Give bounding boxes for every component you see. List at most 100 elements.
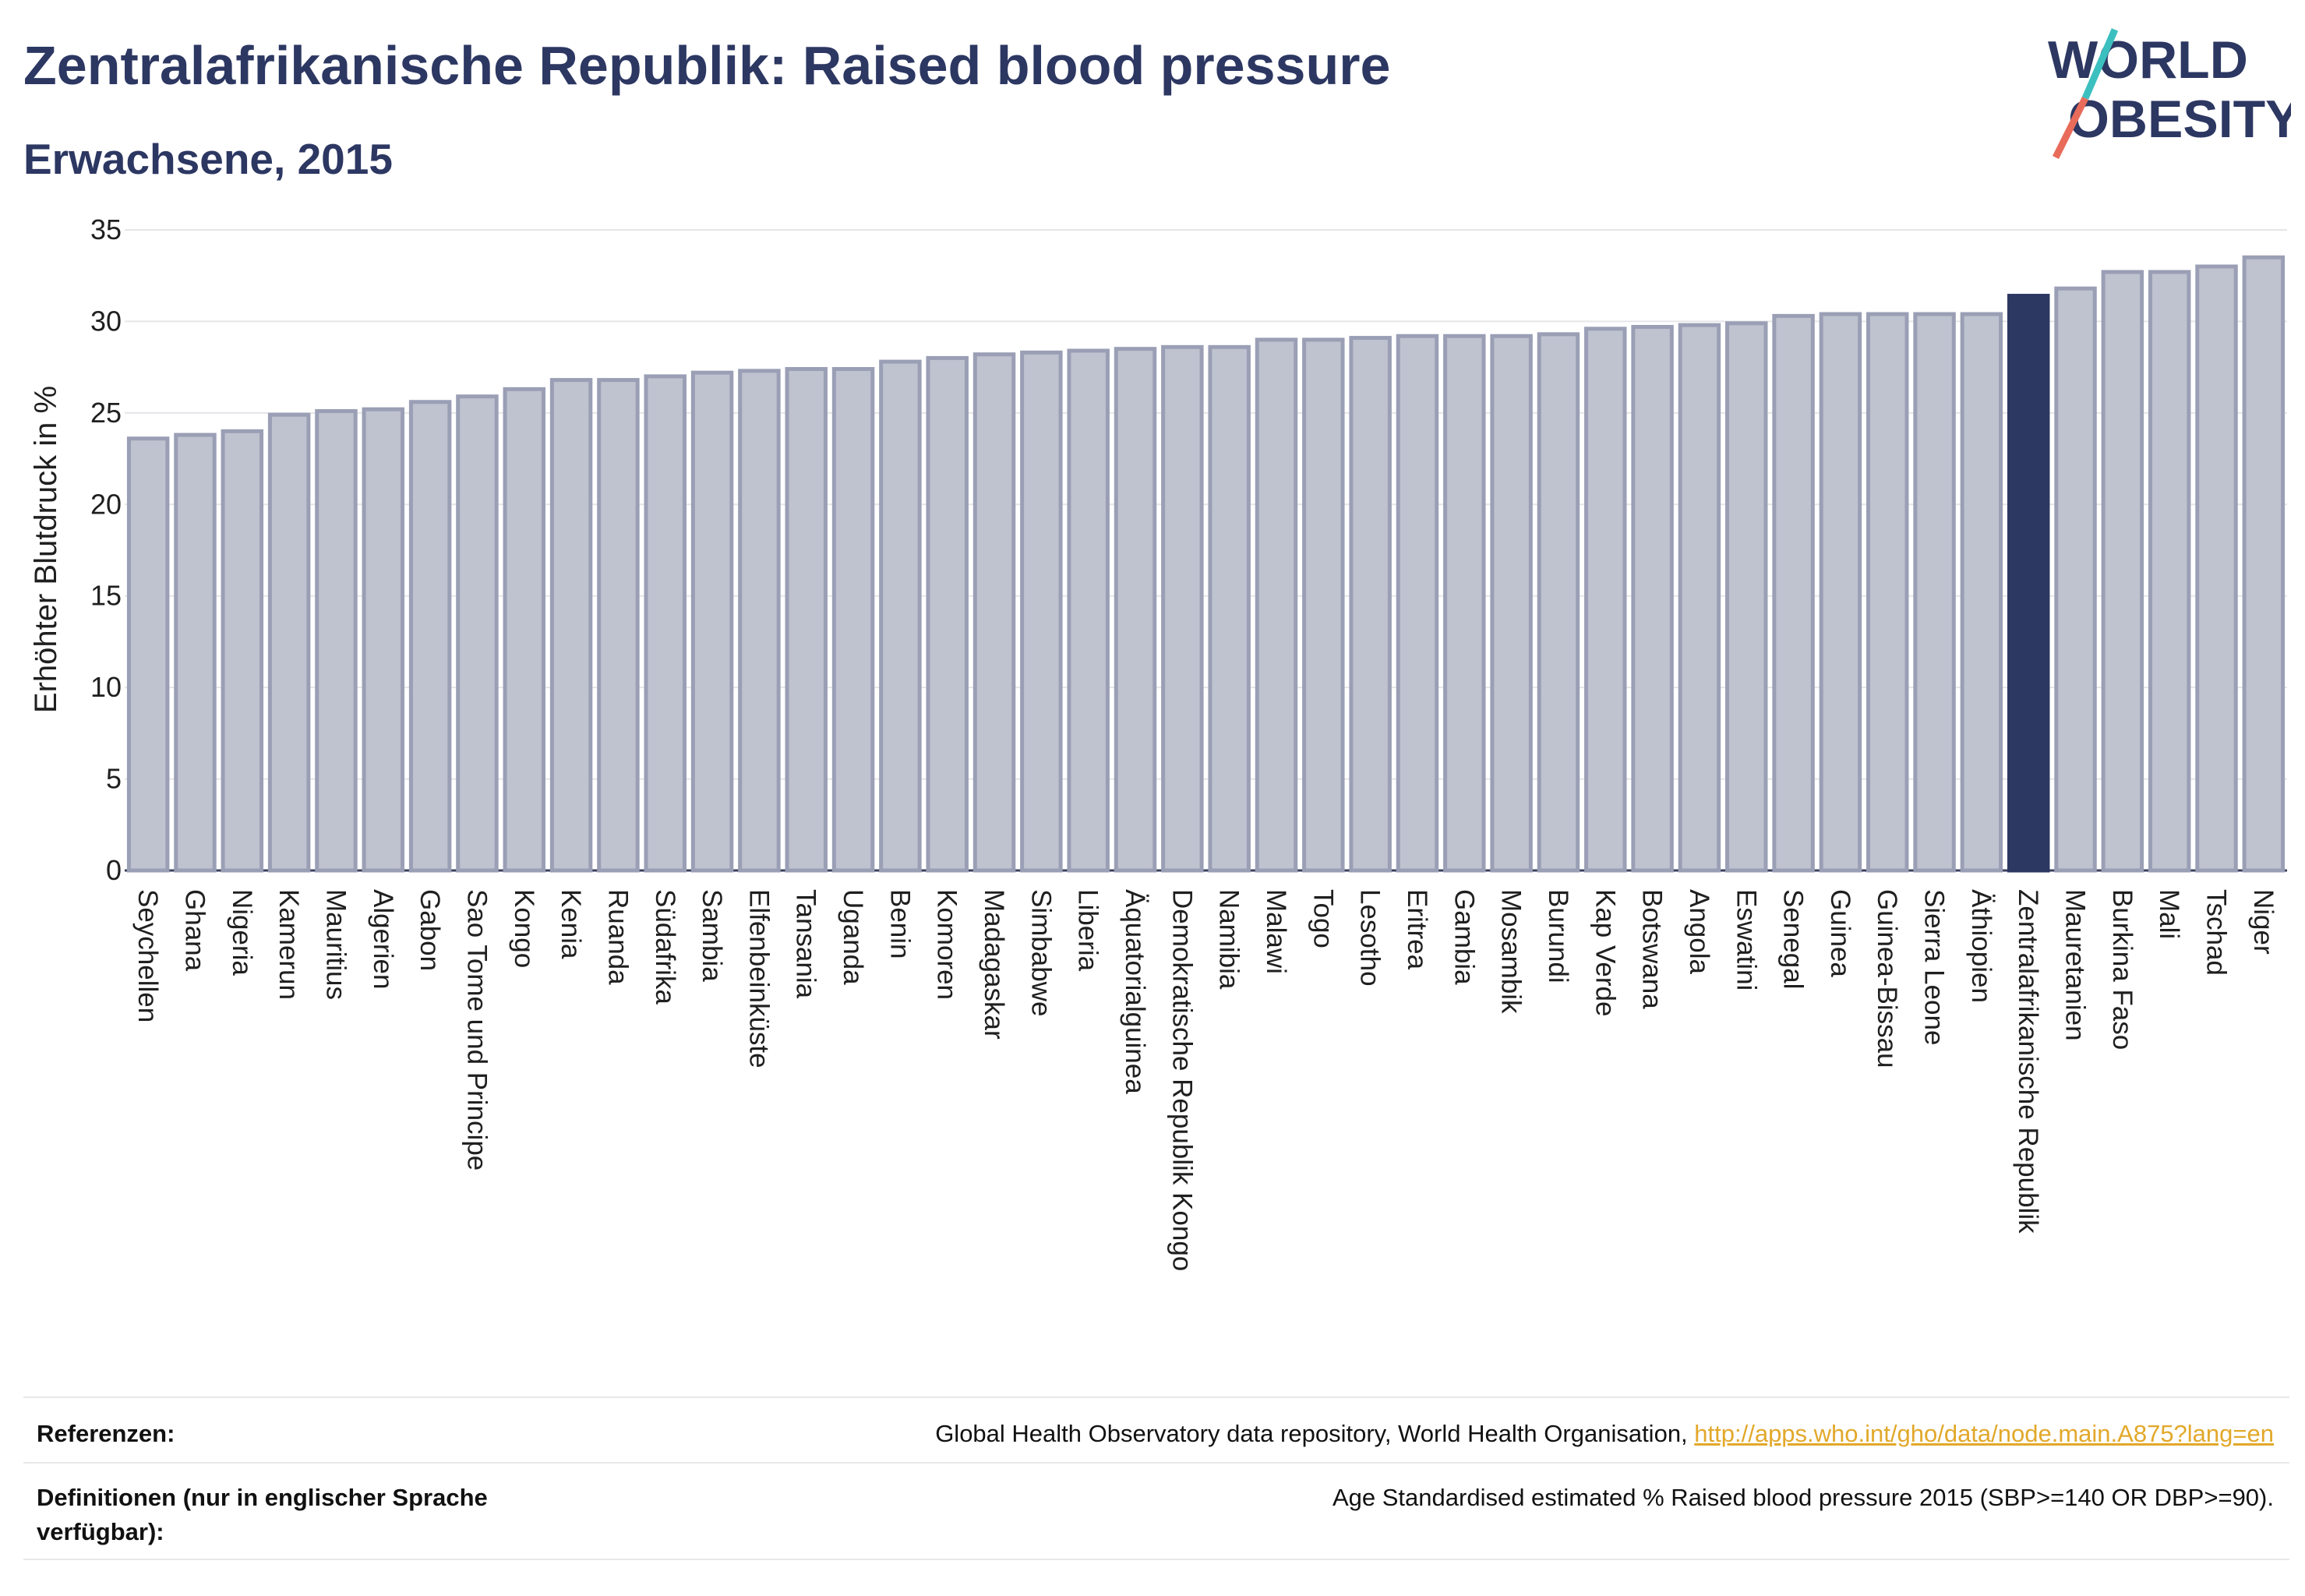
bar	[221, 429, 264, 873]
x-tick-label: Uganda	[838, 889, 868, 985]
footer-divider-middle	[23, 1462, 2289, 1464]
x-tick-label: Kenia	[556, 889, 586, 959]
bar	[1443, 334, 1486, 873]
x-tick-label: Äthiopien	[1966, 889, 1996, 1003]
y-tick-label: 30	[90, 305, 122, 337]
bar-chart: 0 5 10 15 20 25 30 35 Seychellen Ghana Nigeria Kam…	[29, 214, 2287, 1271]
bar	[362, 407, 405, 873]
definitions-label: Definitionen (nur in englischer Sprache …	[37, 1481, 488, 1549]
bar	[549, 378, 593, 873]
x-tick-label: Sambia	[697, 889, 727, 982]
logo-slash-red	[2052, 96, 2089, 160]
x-tick-label: Simbabwe	[1025, 889, 1056, 1016]
x-tick-label: Demokratische Republik Kongo	[1167, 889, 1197, 1271]
definitions-label-line2: verfügbar):	[37, 1518, 164, 1545]
x-tick-label: Eswatini	[1731, 889, 1761, 990]
x-tick-label: Seychellen	[132, 889, 163, 1022]
bar	[1490, 334, 1533, 873]
x-tick-label: Togo	[1308, 889, 1338, 948]
bar	[1020, 350, 1063, 873]
x-tick-label: Tansania	[791, 889, 821, 999]
x-tick-label: Guinea-Bissau	[1872, 889, 1902, 1068]
x-tick-label: Tschad	[2201, 889, 2232, 976]
x-tick-label: Mosambik	[1496, 889, 1527, 1014]
bar-highlighted	[2007, 294, 2050, 873]
bar	[597, 378, 640, 873]
x-tick-label: Ghana	[179, 889, 210, 972]
chart-title: Zentralafrikanische Republik: Raised blo…	[23, 35, 1391, 96]
x-tick-label: Eritrea	[1402, 889, 1432, 970]
x-tick-label: Kongo	[509, 889, 539, 968]
x-tick-label: Niger	[2248, 889, 2279, 955]
bar	[503, 387, 546, 873]
bar	[1584, 327, 1627, 873]
x-tick-label: Namibia	[1214, 889, 1244, 990]
references-text: Global Health Observatory data repositor…	[935, 1420, 1695, 1447]
y-tick-label: 20	[90, 488, 122, 520]
logo-line2: OBESITY	[2068, 90, 2291, 149]
y-axis-label: Erhöhter Blutdruck in %	[29, 386, 63, 713]
bar	[2101, 270, 2144, 873]
y-tick-label: 5	[106, 763, 122, 795]
bar	[1537, 332, 1580, 873]
y-tick-labels: 0 5 10 15 20 25 30 35	[90, 214, 122, 886]
x-tick-label: Botswana	[1637, 889, 1668, 1009]
x-tick-label: Sierra Leone	[1919, 889, 1950, 1045]
x-tick-label: Lesotho	[1355, 889, 1385, 987]
bar	[690, 370, 734, 873]
footer-divider-bottom	[23, 1559, 2289, 1560]
bar	[1725, 321, 1768, 873]
bars	[126, 255, 2286, 873]
bar	[926, 355, 969, 873]
logo-line1: WORLD	[2048, 30, 2248, 90]
bar	[738, 369, 781, 873]
bar	[1772, 313, 1815, 873]
bar	[126, 436, 170, 873]
y-tick-label: 0	[106, 854, 122, 886]
x-tick-label: Malawi	[1261, 889, 1291, 974]
bar	[972, 352, 1016, 873]
bar	[315, 409, 358, 873]
x-tick-label: Komoren	[932, 889, 962, 1000]
definitions-label-line1: Definitionen (nur in englischer Sprache	[37, 1484, 488, 1511]
x-tick-label: Gabon	[415, 889, 445, 971]
bar	[1913, 312, 1956, 873]
world-obesity-logo: WORLD OBESITY	[2048, 28, 2291, 160]
bar	[2148, 270, 2191, 873]
x-tick-label: Senegal	[1778, 889, 1809, 989]
bar	[1819, 312, 1862, 873]
x-tick-label: Südafrika	[650, 889, 680, 1005]
references-link[interactable]: http://apps.who.int/gho/data/node.main.A…	[1694, 1420, 2274, 1447]
bar	[1208, 344, 1251, 873]
x-tick-label: Mauretanien	[2060, 889, 2091, 1041]
bar	[1631, 324, 1674, 873]
x-tick-label: Mali	[2154, 889, 2184, 939]
logo-slash-teal	[2081, 28, 2119, 100]
bar	[2242, 255, 2286, 873]
y-tick-label: 25	[90, 397, 122, 429]
x-tick-label: Zentralafrikanische Republik	[2013, 889, 2043, 1234]
bar	[1866, 312, 1909, 873]
x-tick-label: Kap Verde	[1590, 889, 1620, 1016]
bar	[1302, 337, 1345, 873]
bar	[1678, 323, 1721, 873]
bar	[1396, 334, 1439, 873]
y-tick-label: 10	[90, 671, 122, 703]
x-tick-label: Sao Tome und Principe	[461, 889, 492, 1171]
x-tick-label: Gambia	[1449, 889, 1479, 985]
x-tick-label: Elfenbeinküste	[743, 889, 774, 1068]
footer-divider-top	[23, 1396, 2289, 1398]
x-tick-labels: Seychellen Ghana Nigeria Kamerun Mauritius Al…	[132, 889, 2279, 1271]
x-tick-label: Ruanda	[602, 889, 633, 985]
references-value: Global Health Observatory data repositor…	[935, 1420, 2274, 1448]
bar	[456, 394, 499, 873]
definitions-value: Age Standardised estimated % Raised bloo…	[1332, 1484, 2274, 1511]
x-tick-label: Algerien	[368, 889, 398, 989]
x-tick-label: Kamerun	[274, 889, 304, 1000]
bar	[879, 359, 922, 873]
bar	[2054, 286, 2097, 873]
x-tick-label: Burkina Faso	[2107, 889, 2137, 1050]
bar	[1161, 344, 1204, 873]
bar	[2195, 264, 2238, 873]
x-tick-label: Liberia	[1073, 889, 1103, 972]
